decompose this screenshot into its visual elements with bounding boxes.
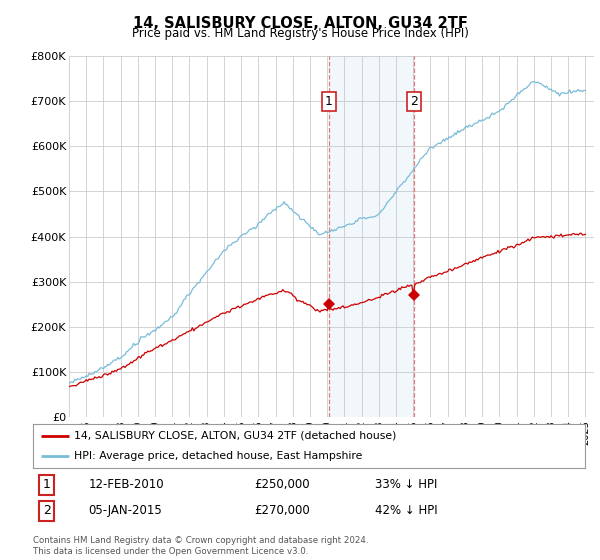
Text: £250,000: £250,000 [254,478,310,492]
Text: 2: 2 [43,504,51,517]
Text: Contains HM Land Registry data © Crown copyright and database right 2024.
This d: Contains HM Land Registry data © Crown c… [33,536,368,556]
Bar [329,56,413,417]
Text: 14, SALISBURY CLOSE, ALTON, GU34 2TF (detached house): 14, SALISBURY CLOSE, ALTON, GU34 2TF (de… [74,431,397,441]
Text: 33% ↓ HPI: 33% ↓ HPI [375,478,437,492]
Text: 1: 1 [325,95,333,108]
Text: 1: 1 [43,478,51,492]
Text: 14, SALISBURY CLOSE, ALTON, GU34 2TF: 14, SALISBURY CLOSE, ALTON, GU34 2TF [133,16,467,31]
Text: Price paid vs. HM Land Registry's House Price Index (HPI): Price paid vs. HM Land Registry's House … [131,27,469,40]
Text: 12-FEB-2010: 12-FEB-2010 [88,478,164,492]
Text: 42% ↓ HPI: 42% ↓ HPI [375,504,438,517]
Text: 05-JAN-2015: 05-JAN-2015 [88,504,162,517]
Text: HPI: Average price, detached house, East Hampshire: HPI: Average price, detached house, East… [74,451,363,461]
Text: £270,000: £270,000 [254,504,310,517]
Text: 2: 2 [410,95,418,108]
